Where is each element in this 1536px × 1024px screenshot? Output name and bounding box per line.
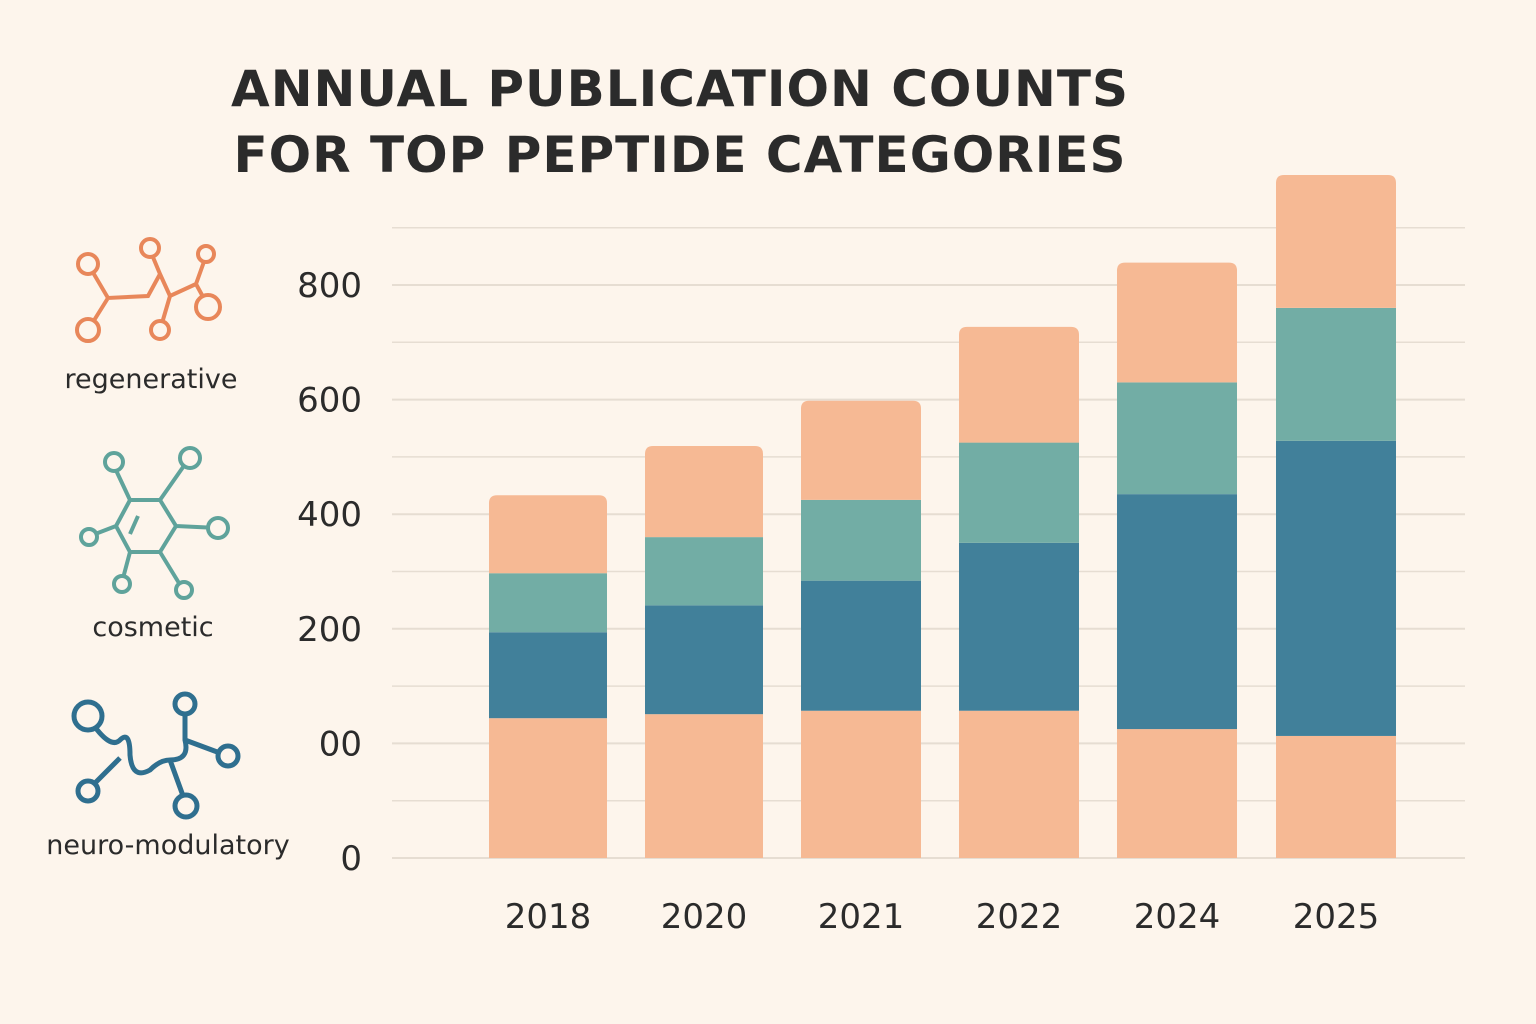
molecule-regenerative-icon	[75, 237, 222, 343]
bar-segment	[1117, 729, 1237, 858]
y-tick-label: 0	[340, 839, 362, 879]
bar-segment	[801, 400, 921, 500]
bar-segment	[1276, 307, 1396, 441]
bar-segment	[489, 718, 607, 858]
y-tick-label: 400	[297, 495, 362, 535]
x-tick-label: 2024	[1134, 897, 1221, 937]
bar-segment	[1276, 174, 1396, 308]
bar-segment	[489, 632, 607, 719]
bar-segment	[801, 580, 921, 711]
bar-segment	[801, 499, 921, 581]
y-tick-label: 800	[297, 266, 362, 306]
x-tick-label: 2025	[1293, 897, 1380, 937]
x-tick-label: 2020	[661, 897, 748, 937]
bar-segment	[645, 714, 763, 858]
y-tick-label: 00	[319, 724, 362, 764]
bar-segment	[1276, 440, 1396, 736]
x-tick-label: 2021	[818, 897, 905, 937]
y-tick-label: 200	[297, 610, 362, 650]
bar-segment	[959, 710, 1079, 858]
chart-title-line-2: FOR TOP PEPTIDE CATEGORIES	[233, 126, 1127, 184]
x-tick-label: 2018	[505, 897, 592, 937]
legend-label-neuro-modulatory: neuro-modulatory	[46, 830, 290, 861]
bar-segment	[1117, 382, 1237, 495]
bar-segment	[959, 542, 1079, 711]
bar-segment	[645, 446, 763, 538]
bar-segment	[959, 326, 1079, 443]
molecule-neuro-icon	[71, 691, 241, 820]
chart-title: ANNUAL PUBLICATION COUNTS FOR TOP PEPTID…	[180, 56, 1180, 188]
bar-segment	[959, 442, 1079, 543]
x-tick-label: 2022	[976, 897, 1063, 937]
bar-segment	[1276, 735, 1396, 858]
bar-segment	[801, 710, 921, 858]
bar-segment	[489, 495, 607, 574]
bar-segment	[645, 605, 763, 715]
bar-segment	[1117, 494, 1237, 730]
bar-segment	[489, 573, 607, 633]
legend-label-cosmetic: cosmetic	[92, 612, 214, 643]
legend-label-regenerative: regenerative	[64, 364, 238, 395]
bar-segment	[645, 537, 763, 606]
y-tick-label: 600	[297, 381, 362, 421]
bar-segment	[1117, 262, 1237, 383]
molecule-cosmetic-icon	[79, 446, 230, 600]
chart-title-line-1: ANNUAL PUBLICATION COUNTS	[231, 60, 1129, 118]
